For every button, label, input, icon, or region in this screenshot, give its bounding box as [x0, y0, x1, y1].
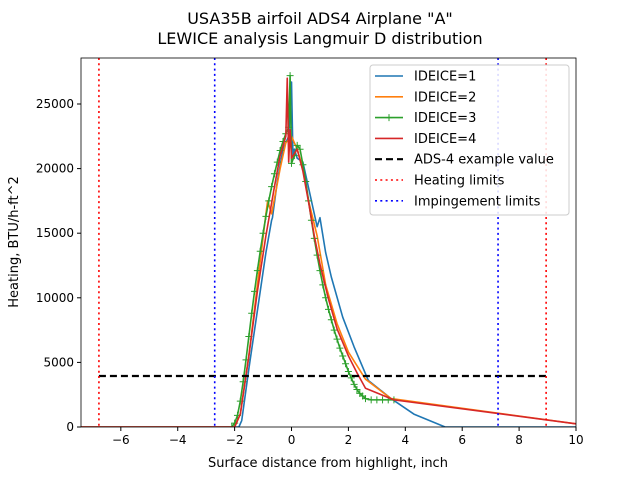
x-tick-label: 10: [568, 433, 583, 447]
y-axis-label: Heating, BTU/h-ft^2: [7, 176, 22, 308]
x-tick-label: −4: [169, 433, 187, 447]
y-tick-label: 20000: [36, 162, 74, 176]
series-2-marker: [265, 197, 273, 205]
series-2-marker: [344, 367, 352, 375]
series-line-3: [81, 77, 576, 427]
series-2-marker: [361, 395, 369, 403]
x-tick-label: 2: [345, 433, 353, 447]
legend-box: [369, 64, 570, 216]
legend-label-6: Impingement limits: [414, 194, 541, 209]
series-2-marker: [336, 344, 344, 352]
series-2-marker: [262, 212, 270, 220]
legend-label-2: IDEICE=3: [414, 111, 476, 126]
x-tick-label: −6: [112, 433, 130, 447]
series-2-marker: [333, 335, 341, 343]
series-group: [81, 58, 576, 427]
chart-title: USA35B airfoil ADS4 Airplane "A": [187, 9, 453, 28]
x-tick-label: −2: [226, 433, 244, 447]
legend-label-5: Heating limits: [414, 174, 505, 189]
y-tick-label: 25000: [36, 97, 74, 111]
series-2-marker: [330, 326, 338, 334]
y-tick-label: 0: [66, 420, 74, 434]
series-2-marker: [347, 374, 355, 382]
y-tick-label: 5000: [43, 355, 74, 369]
series-line-0: [81, 81, 576, 427]
series-2-marker: [228, 423, 236, 427]
series-2-marker: [339, 352, 347, 360]
series-2-marker: [259, 229, 267, 237]
x-axis-label: Surface distance from highlight, inch: [208, 456, 448, 471]
series-2-marker: [353, 386, 361, 394]
series-2-marker: [342, 360, 350, 368]
x-tick-label: 4: [401, 433, 409, 447]
legend-label-3: IDEICE=4: [414, 132, 476, 147]
y-tick-label: 15000: [36, 226, 74, 240]
legend-marker: [385, 114, 393, 122]
x-tick-label: 6: [458, 433, 466, 447]
series-2-marker: [253, 267, 261, 275]
y-tick-label: 10000: [36, 291, 74, 305]
series-2-marker: [286, 72, 294, 80]
x-tick-label: 8: [515, 433, 523, 447]
x-tick-label: 0: [288, 433, 296, 447]
chart-subtitle: LEWICE analysis Langmuir D distribution: [157, 29, 482, 48]
series-2-marker: [288, 159, 296, 167]
series-2-marker: [293, 141, 301, 149]
plot-frame: [80, 57, 577, 428]
legend-label-4: ADS-4 example value: [414, 153, 554, 168]
series-2-marker: [350, 380, 358, 388]
series-2-marker: [256, 247, 264, 255]
legend-label-1: IDEICE=2: [414, 90, 476, 105]
legend-label-0: IDEICE=1: [414, 70, 476, 85]
